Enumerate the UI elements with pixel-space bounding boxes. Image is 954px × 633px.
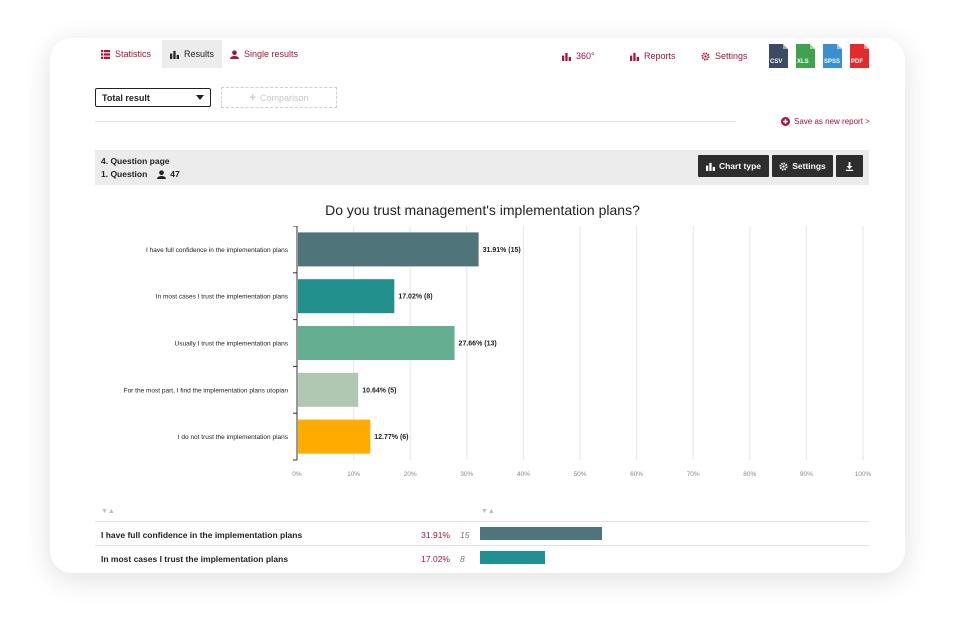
bar (298, 232, 479, 267)
tab-single-results[interactable]: Single results (222, 40, 306, 68)
result-select[interactable]: Total result (95, 88, 211, 107)
export-label: CSV (770, 59, 783, 65)
category-label: In most cases I trust the implementation… (156, 294, 289, 301)
question-header: 4. Question page 1. Question 47 Chart ty… (95, 150, 869, 185)
table-row: I have full confidence in the implementa… (95, 521, 869, 545)
row-label: I have full confidence in the implementa… (101, 530, 303, 540)
row-bar (480, 527, 603, 540)
row-percent: 31.91% (421, 530, 450, 540)
x-tick-label: 50% (573, 471, 586, 478)
chart-title: Do you trust management's implementation… (325, 202, 640, 218)
export-label: XLS (797, 59, 809, 65)
tab-label: Statistics (115, 49, 152, 59)
tab-statistics[interactable]: Statistics (93, 40, 159, 68)
x-tick-label: 60% (630, 471, 643, 478)
bar-chart: 0% 10% 20% 30% 40% 50% 60% 70% 80% 90% 100% I have … (124, 226, 872, 478)
data-label: 31.91% (15) (483, 247, 521, 254)
link-settings[interactable]: Settings (701, 51, 748, 61)
link-label: Reports (644, 51, 676, 61)
link-label: Settings (715, 51, 748, 61)
row-count: 15 (460, 530, 470, 540)
download-button[interactable] (836, 155, 863, 177)
chart-type-label: Chart type (718, 161, 762, 171)
settings-label: Settings (792, 161, 826, 171)
bar-chart-icon (630, 52, 639, 61)
top-navigation: Statistics Results Single results 360° R… (50, 38, 905, 70)
bar (298, 326, 455, 360)
gear-icon (701, 51, 710, 61)
x-tick-label: 40% (517, 471, 530, 478)
table-row: In most cases I trust the implementation… (95, 545, 869, 569)
plus-circle-icon (781, 117, 790, 126)
bar-chart-icon (562, 52, 571, 61)
select-value: Total result (102, 93, 150, 103)
bar (298, 419, 371, 454)
gear-icon (779, 161, 788, 171)
category-label: For the most part, I find the implementa… (124, 387, 289, 394)
link-label: 360° (576, 51, 595, 61)
data-label: 12.77% (6) (374, 434, 408, 441)
tab-label: Single results (244, 49, 299, 59)
data-label: 17.02% (8) (398, 294, 432, 301)
plus-icon: + (249, 91, 256, 104)
save-label: Save as new report > (794, 117, 870, 126)
category-label: I have full confidence in the implementa… (146, 247, 289, 254)
csv-export-icon[interactable]: CSV (769, 44, 788, 68)
export-label: SPSS (824, 59, 841, 65)
row-count: 8 (460, 554, 465, 564)
user-icon (157, 169, 167, 179)
x-tick-label: 10% (347, 471, 360, 478)
question-page-label: 4. Question page (101, 156, 170, 166)
x-tick-label: 70% (687, 471, 700, 478)
question-settings-button[interactable]: Settings (772, 155, 833, 177)
row-bar (480, 551, 546, 564)
caret-down-icon (196, 95, 204, 100)
row-percent: 17.02% (421, 554, 450, 564)
sort-toggle-icon[interactable]: ▼▲ (101, 508, 115, 515)
question-label: 1. Question (101, 169, 148, 179)
chart-type-button[interactable]: Chart type (698, 155, 769, 177)
x-tick-label: 30% (460, 471, 473, 478)
category-label: Usually I trust the implementation plans (175, 341, 289, 348)
x-tick-label: 20% (404, 471, 417, 478)
x-tick-label: 90% (800, 471, 813, 478)
xls-export-icon[interactable]: XLS (796, 44, 815, 68)
comparison-label: Comparison (259, 92, 309, 103)
question-label-row: 1. Question 47 (101, 169, 180, 179)
link-360[interactable]: 360° (562, 51, 595, 61)
bar-chart-icon (705, 162, 715, 171)
export-label: PDF (851, 59, 863, 65)
user-icon (230, 49, 239, 59)
x-tick-label: 100% (855, 471, 872, 478)
sort-toggle-icon[interactable]: ▼▲ (481, 508, 495, 515)
save-as-new-report-link[interactable]: Save as new report > (781, 117, 870, 126)
bar-chart-icon (170, 50, 179, 59)
tab-results[interactable]: Results (162, 40, 223, 68)
app-window: Statistics Results Single results 360° R… (50, 38, 905, 573)
category-label: I do not trust the implementation plans (178, 434, 289, 441)
table-icon (101, 49, 110, 59)
bar (298, 372, 359, 407)
link-reports[interactable]: Reports (630, 51, 676, 61)
data-label: 10.64% (5) (362, 387, 396, 394)
respondent-count: 47 (170, 169, 180, 179)
bar (298, 279, 395, 314)
tab-label: Results (184, 49, 215, 59)
divider (95, 121, 736, 122)
download-icon (845, 161, 854, 171)
row-label: In most cases I trust the implementation… (101, 554, 289, 564)
pdf-export-icon[interactable]: PDF (850, 44, 869, 68)
comparison-button[interactable]: + Comparison (221, 87, 337, 108)
data-label: 27.66% (13) (459, 341, 497, 348)
x-tick-label: 0% (292, 471, 302, 478)
x-tick-label: 80% (743, 471, 756, 478)
spss-export-icon[interactable]: SPSS (823, 44, 842, 68)
